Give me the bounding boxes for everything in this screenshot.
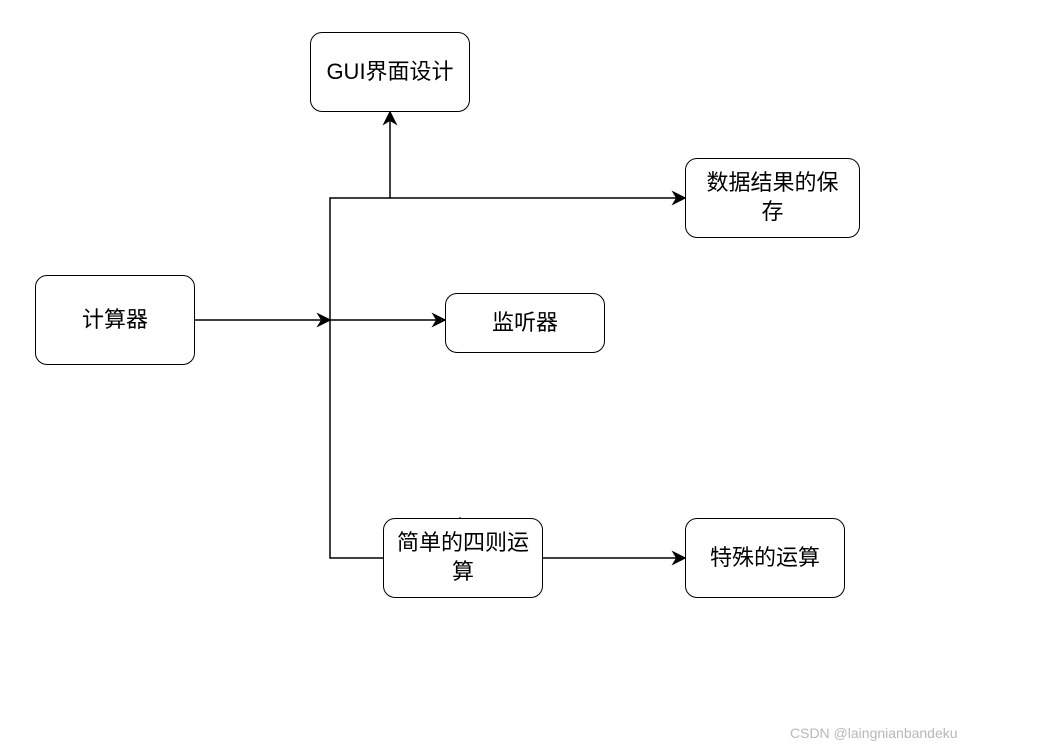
node-save: 数据结果的保存 bbox=[685, 158, 860, 238]
diagram-edges bbox=[0, 0, 1049, 750]
watermark-text: CSDN @laingnianbandeku bbox=[790, 725, 958, 741]
node-listener: 监听器 bbox=[445, 293, 605, 353]
edge-j_up-gui bbox=[330, 112, 390, 320]
node-arith: 简单的四则运算 bbox=[383, 518, 543, 598]
node-gui: GUI界面设计 bbox=[310, 32, 470, 112]
node-special: 特殊的运算 bbox=[685, 518, 845, 598]
node-calc: 计算器 bbox=[35, 275, 195, 365]
